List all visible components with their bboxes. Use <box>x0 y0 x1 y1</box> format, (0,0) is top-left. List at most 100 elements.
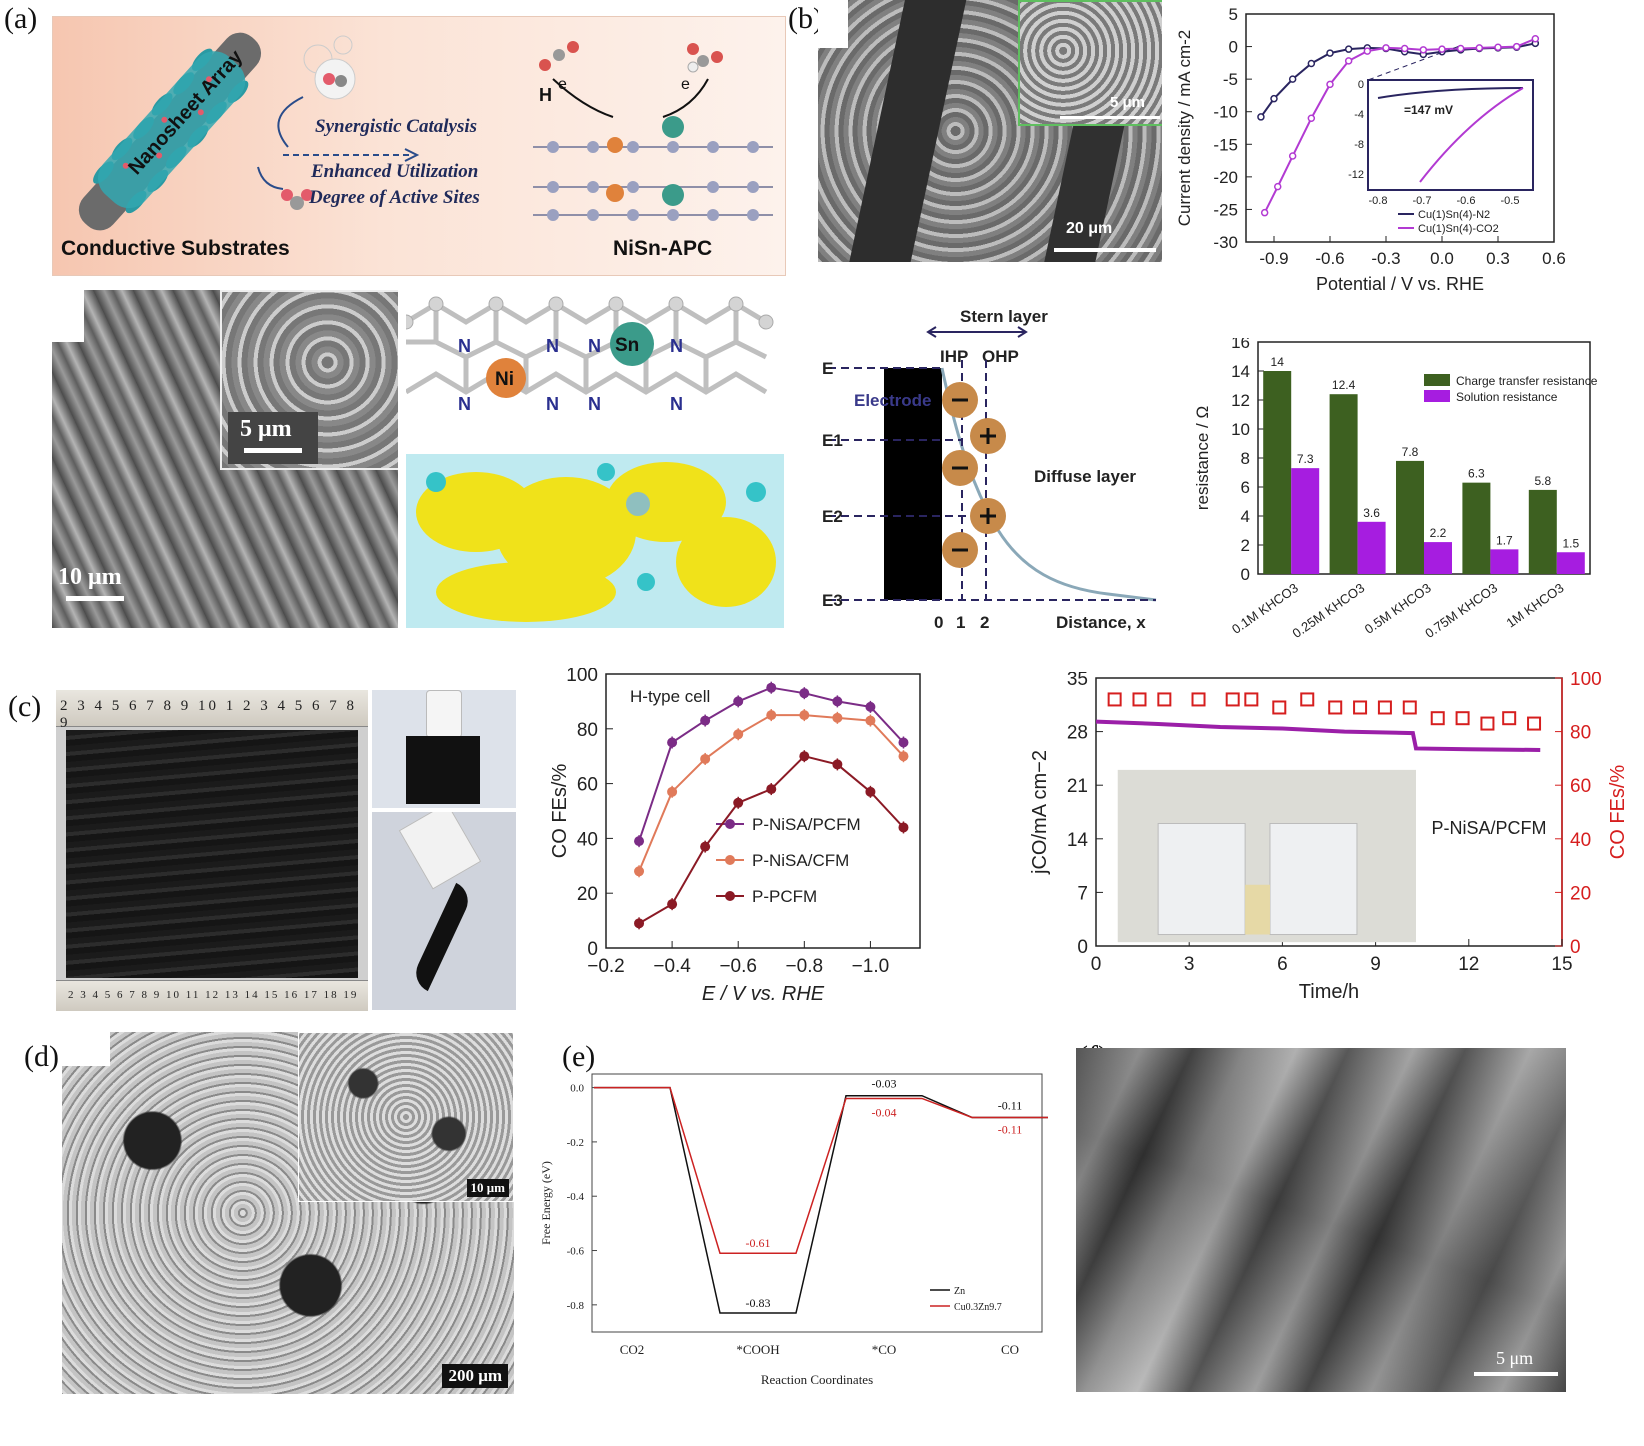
series-point-0 <box>733 696 743 706</box>
x-tick-label: 12 <box>1458 954 1479 975</box>
legend-marker-0 <box>725 819 735 829</box>
series-point-1 <box>1420 47 1426 53</box>
sn-label: Sn <box>615 335 639 356</box>
e2-label: E2 <box>822 507 843 526</box>
series-point-1 <box>865 716 875 726</box>
fe-marker <box>1481 718 1493 730</box>
sem-inset: 5 μm <box>1018 0 1162 126</box>
y-tick-label-right: 20 <box>1570 883 1591 904</box>
series-point-0 <box>865 702 875 712</box>
fe-marker <box>1404 701 1416 713</box>
panel-a-structure: N N N N N N N N Ni Sn <box>406 282 784 628</box>
inset-connector <box>1368 47 1458 80</box>
y-tick-label-right: 60 <box>1570 776 1591 797</box>
series-point-2 <box>667 899 677 909</box>
y-tick-label: -5 <box>1223 70 1238 89</box>
legend-swatch-1 <box>1424 390 1450 402</box>
sem-scale-label: 5 μm <box>1496 1348 1533 1369</box>
nanosheet-array-label: Nanosheet Array <box>124 45 248 179</box>
panel-b-sem-image: 5 μm 20 μm <box>818 0 1162 262</box>
panel-a-sem-image: 5 μm 10 μm <box>52 290 398 628</box>
inset-x-tick-label: -0.6 <box>1457 195 1476 207</box>
x-tick-0: 0 <box>934 613 943 632</box>
bar-0 <box>1462 483 1490 574</box>
fe-marker <box>1245 693 1257 705</box>
svg-text:N: N <box>546 336 559 356</box>
svg-text:N: N <box>588 394 601 414</box>
fe-marker <box>1457 712 1469 724</box>
value-label: -0.11 <box>998 1122 1023 1136</box>
series-point-0 <box>1327 50 1333 56</box>
e3-label: E3 <box>822 591 843 610</box>
panel-label-a: (a) <box>4 2 37 36</box>
series-point-0 <box>700 716 710 726</box>
x-tick-label: CO2 <box>620 1342 645 1357</box>
legend-label-0: Zn <box>954 1286 965 1297</box>
series-point-0 <box>1258 114 1264 120</box>
series-point-1 <box>634 866 644 876</box>
y-tick-label: 10 <box>1231 420 1250 439</box>
chart-title: H-type cell <box>630 687 710 706</box>
legend-label-0: P-NiSA/PCFM <box>752 815 861 834</box>
svg-text:N: N <box>546 394 559 414</box>
bar-1 <box>1557 552 1585 574</box>
series-point-1 <box>799 710 809 720</box>
y-tick-label-right: 100 <box>1570 672 1602 690</box>
series-point-0 <box>898 738 908 748</box>
jco-line <box>1096 722 1540 750</box>
bar-value-label: 12.4 <box>1332 378 1356 392</box>
legend-label-1: Solution resistance <box>1456 390 1558 404</box>
panel-c-photo-clamp <box>372 690 516 808</box>
fe-marker <box>1354 701 1366 713</box>
x-tick-label: *CO <box>872 1342 897 1357</box>
stern-layer-label: Stern layer <box>960 307 1048 326</box>
diffuse-layer-label: Diffuse layer <box>1034 467 1136 486</box>
x-tick-label: 6 <box>1277 954 1288 975</box>
panel-c-photo-bent <box>372 812 516 1010</box>
plot-frame <box>606 674 920 948</box>
bar-0 <box>1396 461 1424 574</box>
bar-1 <box>1424 542 1452 574</box>
energy-path-0 <box>594 1088 1048 1313</box>
y-tick-label: -15 <box>1213 135 1238 154</box>
y-tick-label: -0.8 <box>567 1300 585 1312</box>
x-tick-label: 0 <box>1091 954 1102 975</box>
sn-atom-icon <box>662 116 684 138</box>
series-point-0 <box>1290 76 1296 82</box>
series-point-0 <box>766 683 776 693</box>
y-tick-label-left: 35 <box>1067 672 1088 690</box>
series-point-1 <box>1364 48 1370 54</box>
cell-right <box>1270 823 1357 934</box>
series-point-1 <box>1476 45 1482 51</box>
inset-y-tick-label: 0 <box>1358 79 1364 91</box>
y-tick-label-left: 0 <box>1077 937 1088 958</box>
fe-marker <box>1379 701 1391 713</box>
carbon-sheet <box>66 730 358 978</box>
bar-value-label: 2.2 <box>1430 526 1447 540</box>
lsv-chart: 5 0 -5 -10 -15 -20 -25 -30 -0.9 -0.6 -0.3 0.0 0.3 0.6… <box>1168 0 1568 306</box>
bar-value-label: 6.3 <box>1468 467 1485 481</box>
x-tick-label: -0.3 <box>1371 249 1400 268</box>
co2-molecule-icon <box>539 41 579 71</box>
bar-0 <box>1263 371 1291 574</box>
y-axis-label: resistance / Ω <box>1193 406 1212 510</box>
stern-diagram: Stern layer IHP OHP Electrode Diffuse la… <box>808 300 1164 636</box>
svg-text:N: N <box>588 336 601 356</box>
x-tick-label: 0.25M KHCO3 <box>1289 580 1367 641</box>
fe-marker <box>1273 701 1285 713</box>
y-tick-label: 8 <box>1241 449 1250 468</box>
inset-x-tick-label: -0.5 <box>1501 195 1520 207</box>
x-tick-label: 15 <box>1551 954 1572 975</box>
sem-scale-label: 200 μm <box>442 1364 508 1388</box>
bar-value-label: 5.8 <box>1534 474 1551 488</box>
x-tick-label: 9 <box>1370 954 1381 975</box>
series-point-1 <box>1514 44 1520 50</box>
y-tick-label: 100 <box>566 668 598 686</box>
x-tick-label: 0.75M KHCO3 <box>1422 580 1500 641</box>
series-point-1 <box>1383 45 1389 51</box>
fe-marker <box>1528 718 1540 730</box>
legend-label: P-NiSA/PCFM <box>1432 818 1547 838</box>
y-tick-label: -25 <box>1213 200 1238 219</box>
inset-y-tick-label: -8 <box>1354 139 1364 151</box>
